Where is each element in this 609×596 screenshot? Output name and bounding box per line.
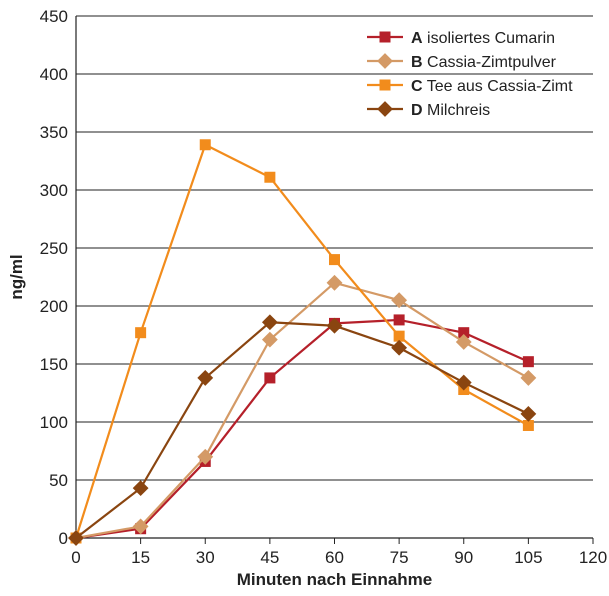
y-tick-label-350: 350 [40, 123, 68, 142]
series-D-point-45 [261, 314, 278, 331]
legend-label-C: C Tee aus Cassia-Zimt [411, 78, 573, 95]
legend-name-A: isoliertes Cumarin [423, 30, 555, 47]
series-A-point-90 [458, 327, 470, 339]
legend-name-B: Cassia-Zimtpulver [423, 54, 557, 71]
series-D-point-105 [520, 405, 537, 422]
y-tick-label-250: 250 [40, 239, 68, 258]
series-C-point-15 [135, 327, 147, 339]
legend-item-A: A isoliertes Cumarin [367, 30, 555, 47]
x-axis-label: Minuten nach Einnahme [237, 570, 433, 589]
legend-letter-B: B [411, 54, 423, 71]
series-C-point-75 [393, 330, 405, 342]
legend-marker-A [379, 31, 391, 43]
legend-name-C: Tee aus Cassia-Zimt [423, 78, 574, 95]
series-B-point-105 [520, 370, 537, 386]
series-A-point-75 [393, 314, 405, 326]
legend-marker-B [377, 53, 393, 69]
y-tick-label-400: 400 [40, 65, 68, 84]
x-tick-label-60: 60 [325, 548, 344, 567]
y-axis-label: ng/ml [7, 254, 26, 299]
series-D-line [75, 321, 529, 539]
legend-letter-C: C [411, 78, 423, 95]
legend-label-D: D Milchreis [411, 102, 490, 119]
x-tick-label-30: 30 [196, 548, 215, 567]
legend-item-C: C Tee aus Cassia-Zimt [367, 78, 573, 95]
y-tick-label-300: 300 [40, 181, 68, 200]
x-tick-labels: 0 15 30 45 60 75 90 105 120 [71, 548, 607, 567]
series-C-point-45 [264, 171, 276, 183]
series-B-point-30 [197, 448, 214, 465]
x-tick-label-45: 45 [260, 548, 279, 567]
x-tick-label-75: 75 [390, 548, 409, 567]
x-tick-label-0: 0 [71, 548, 80, 567]
series-A-point-105 [522, 356, 534, 368]
legend-item-D: D Milchreis [367, 101, 490, 119]
series-B-line [75, 281, 529, 540]
series-D-point-60 [326, 317, 343, 334]
x-tick-label-105: 105 [514, 548, 542, 567]
series-A-point-45 [264, 372, 276, 384]
y-tick-labels: 0 50 100 150 200 250 300 350 400 450 [40, 7, 68, 548]
series-B [68, 274, 537, 546]
x-tick-label-15: 15 [131, 548, 150, 567]
series-A-line [75, 318, 529, 540]
y-tick-label-150: 150 [40, 355, 68, 374]
legend-letter-A: A [411, 30, 423, 47]
series-B-point-90 [455, 334, 472, 350]
series-B-point-45 [261, 331, 278, 348]
legend-name-D: Milchreis [423, 102, 491, 119]
y-tick-label-200: 200 [40, 297, 68, 316]
series-B-point-15 [132, 518, 149, 535]
series-group [68, 139, 537, 546]
legend-label-A: A isoliertes Cumarin [411, 30, 555, 47]
series-D-point-90 [455, 374, 472, 391]
x-tick-label-120: 120 [579, 548, 607, 567]
series-D-point-30 [197, 370, 214, 386]
y-tick-label-0: 0 [59, 529, 68, 548]
gridlines [76, 15, 593, 481]
y-tick-label-450: 450 [40, 7, 68, 26]
x-tick-label-90: 90 [454, 548, 473, 567]
series-C-point-30 [199, 139, 211, 151]
series-D-point-75 [391, 339, 408, 356]
series-C-point-60 [329, 254, 340, 266]
series-C-line [74, 143, 529, 539]
legend-letter-D: D [411, 102, 423, 119]
legend-label-B: B Cassia-Zimtpulver [411, 54, 557, 71]
y-tick-label-100: 100 [40, 413, 68, 432]
y-tick-label-50: 50 [49, 471, 68, 490]
series-B-point-60 [326, 274, 343, 291]
legend-marker-C [379, 79, 391, 91]
series-D [68, 314, 537, 546]
series-C-point-105 [522, 419, 534, 431]
series-D-point-15 [132, 480, 149, 497]
legend-item-B: B Cassia-Zimtpulver [367, 53, 557, 71]
legend-marker-D [377, 101, 393, 117]
series-D-point-0 [68, 530, 84, 546]
series-B-point-75 [391, 292, 408, 309]
